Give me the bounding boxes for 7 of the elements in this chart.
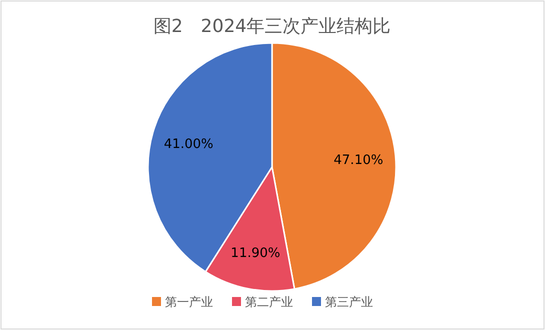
data-label: 47.10%: [334, 153, 384, 168]
data-label: 41.00%: [164, 136, 214, 152]
data-label: 11.90%: [230, 246, 280, 262]
legend-label: 第二产业: [245, 295, 293, 309]
legend-label: 第一产业: [165, 295, 213, 309]
legend-label: 第三产业: [325, 295, 373, 309]
chart-title: 图2 2024年三次产业结构比: [153, 16, 391, 37]
